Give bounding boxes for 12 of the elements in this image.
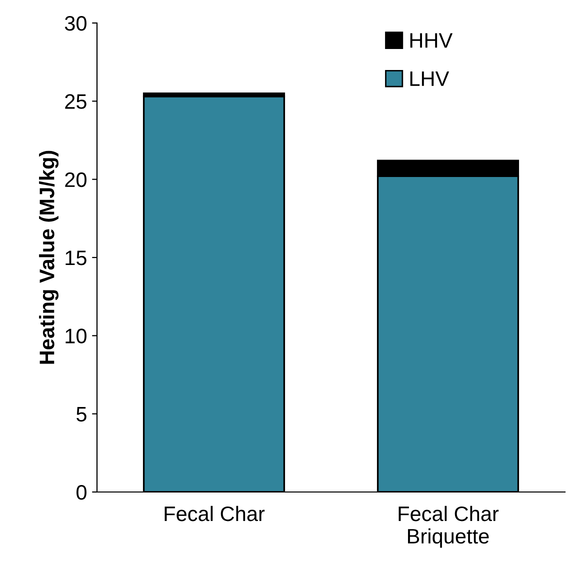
y-tick-label: 10 <box>66 328 86 344</box>
x-tick-label: Fecal Char <box>164 506 265 522</box>
y-tick-label: 20 <box>65 172 86 188</box>
y-tick-label: 0 <box>76 485 86 500</box>
y-tick-label: 5 <box>76 407 86 422</box>
legend-label: LHV <box>410 72 450 86</box>
y-axis-title: Heating Value (MJ/kg) <box>39 150 59 364</box>
y-tick-label: 25 <box>65 94 86 109</box>
y-tick-label: 15 <box>66 250 86 266</box>
legend-label: HHV <box>410 33 453 48</box>
x-tick-label: Fecal Char Briquette <box>398 506 499 548</box>
y-tick-label: 30 <box>64 16 86 31</box>
